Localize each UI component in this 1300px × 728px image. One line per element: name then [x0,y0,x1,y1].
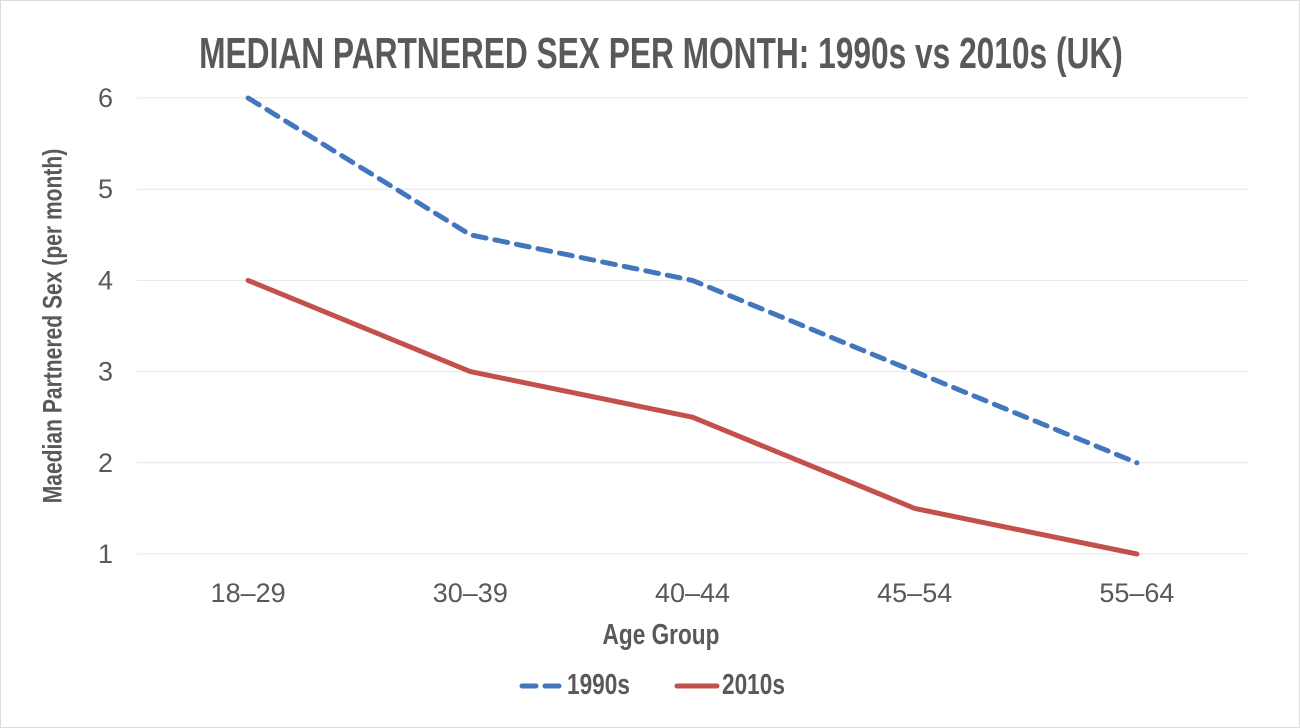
x-axis-title: Age Group [602,619,720,651]
legend: 1990s 2010s [1,669,1299,702]
x-tick-label: 55–64 [1099,578,1174,608]
series-lines [245,95,1140,557]
x-tick-labels: 18–29 30–39 40–44 45–54 55–64 [211,578,1175,608]
x-tick-label: 45–54 [877,578,952,608]
legend-swatch-solid-icon [674,683,720,688]
x-tick-label: 40–44 [655,578,730,608]
x-tick-label: 18–29 [211,578,286,608]
y-tick-label: 1 [98,539,113,569]
series-line-2010s [245,277,1140,557]
y-tick-label: 2 [98,448,113,478]
chart-title: MEDIAN PARTNERED SEX PER MONTH: 1990s vs… [199,29,1123,78]
y-tick-label: 5 [98,174,113,204]
x-tick-label: 30–39 [433,578,508,608]
y-tick-label: 6 [98,83,113,113]
y-tick-label: 4 [98,265,113,295]
gridlines [137,97,1248,555]
legend-label-1990s: 1990s [567,669,631,701]
series-line-1990s [245,95,1140,466]
legend-item-1990s: 1990s [519,669,648,702]
legend-swatch-dashed-icon [519,683,565,688]
legend-label-2010s: 2010s [722,669,785,701]
y-tick-label: 3 [98,357,113,387]
y-tick-labels: 1 2 3 4 5 6 [98,83,113,569]
legend-item-2010s: 2010s [674,669,803,702]
